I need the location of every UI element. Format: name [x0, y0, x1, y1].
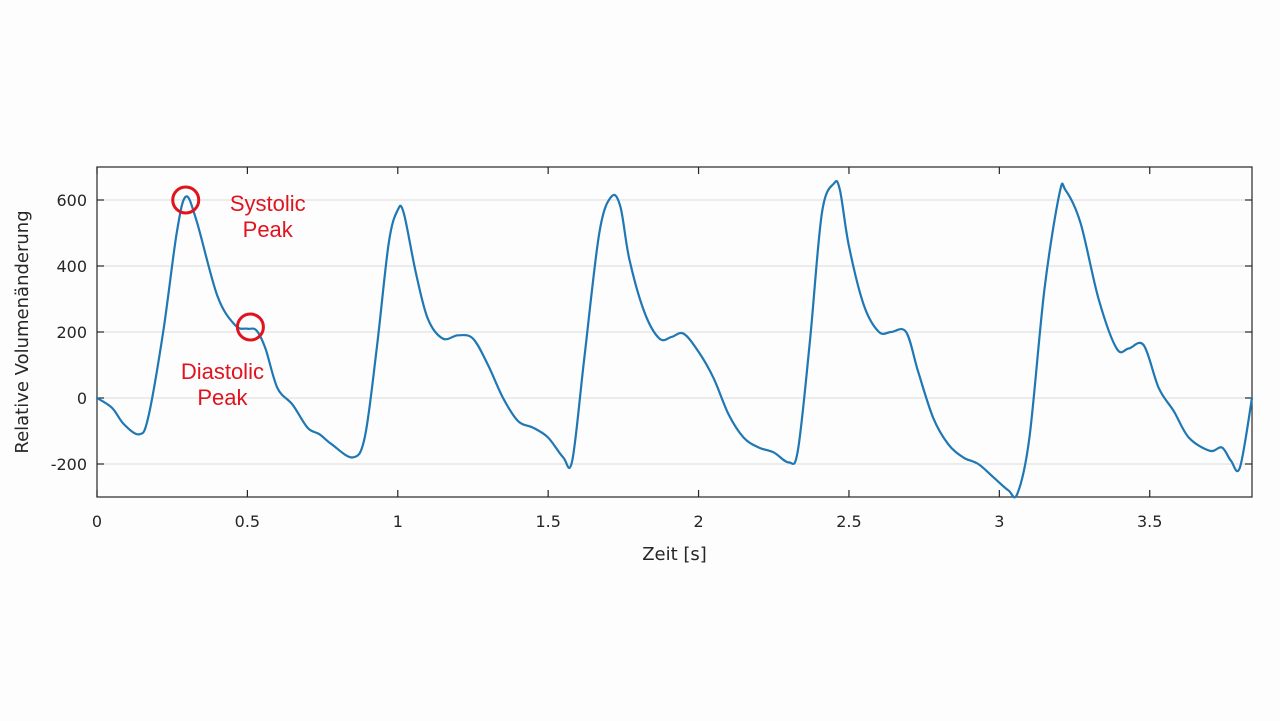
x-tick-label: 3 — [994, 512, 1004, 531]
y-tick-label: 200 — [56, 323, 87, 342]
y-tick-label: 400 — [56, 257, 87, 276]
y-axis-title: Relative Volumenänderung — [12, 210, 33, 453]
series-line — [95, 180, 1254, 499]
axis-ticks: -200 0 200 400 600 0 0.5 1 1.5 2 2.5 3 3.5 — [51, 167, 1252, 531]
diastolic-peak-marker — [235, 312, 265, 342]
x-tick-label: 0 — [92, 512, 102, 531]
y-tick-label: 600 — [56, 191, 87, 210]
y-tick-label: -200 — [51, 455, 87, 474]
systolic-peak-label: Systolic Peak — [230, 191, 306, 242]
x-tick-label: 0.5 — [235, 512, 260, 531]
x-tick-label: 1.5 — [535, 512, 560, 531]
y-tick-label: 0 — [77, 389, 87, 408]
x-tick-label: 2.5 — [836, 512, 861, 531]
diastolic-peak-label: Diastolic Peak — [181, 359, 264, 410]
x-tick-label: 1 — [393, 512, 403, 531]
gridlines — [97, 199, 1252, 465]
x-tick-label: 3.5 — [1137, 512, 1162, 531]
annotations: Systolic Peak Diastolic Peak — [171, 185, 306, 410]
systolic-peak-marker — [171, 185, 201, 215]
x-tick-label: 2 — [693, 512, 703, 531]
x-axis-title: Zeit [s] — [642, 544, 707, 565]
